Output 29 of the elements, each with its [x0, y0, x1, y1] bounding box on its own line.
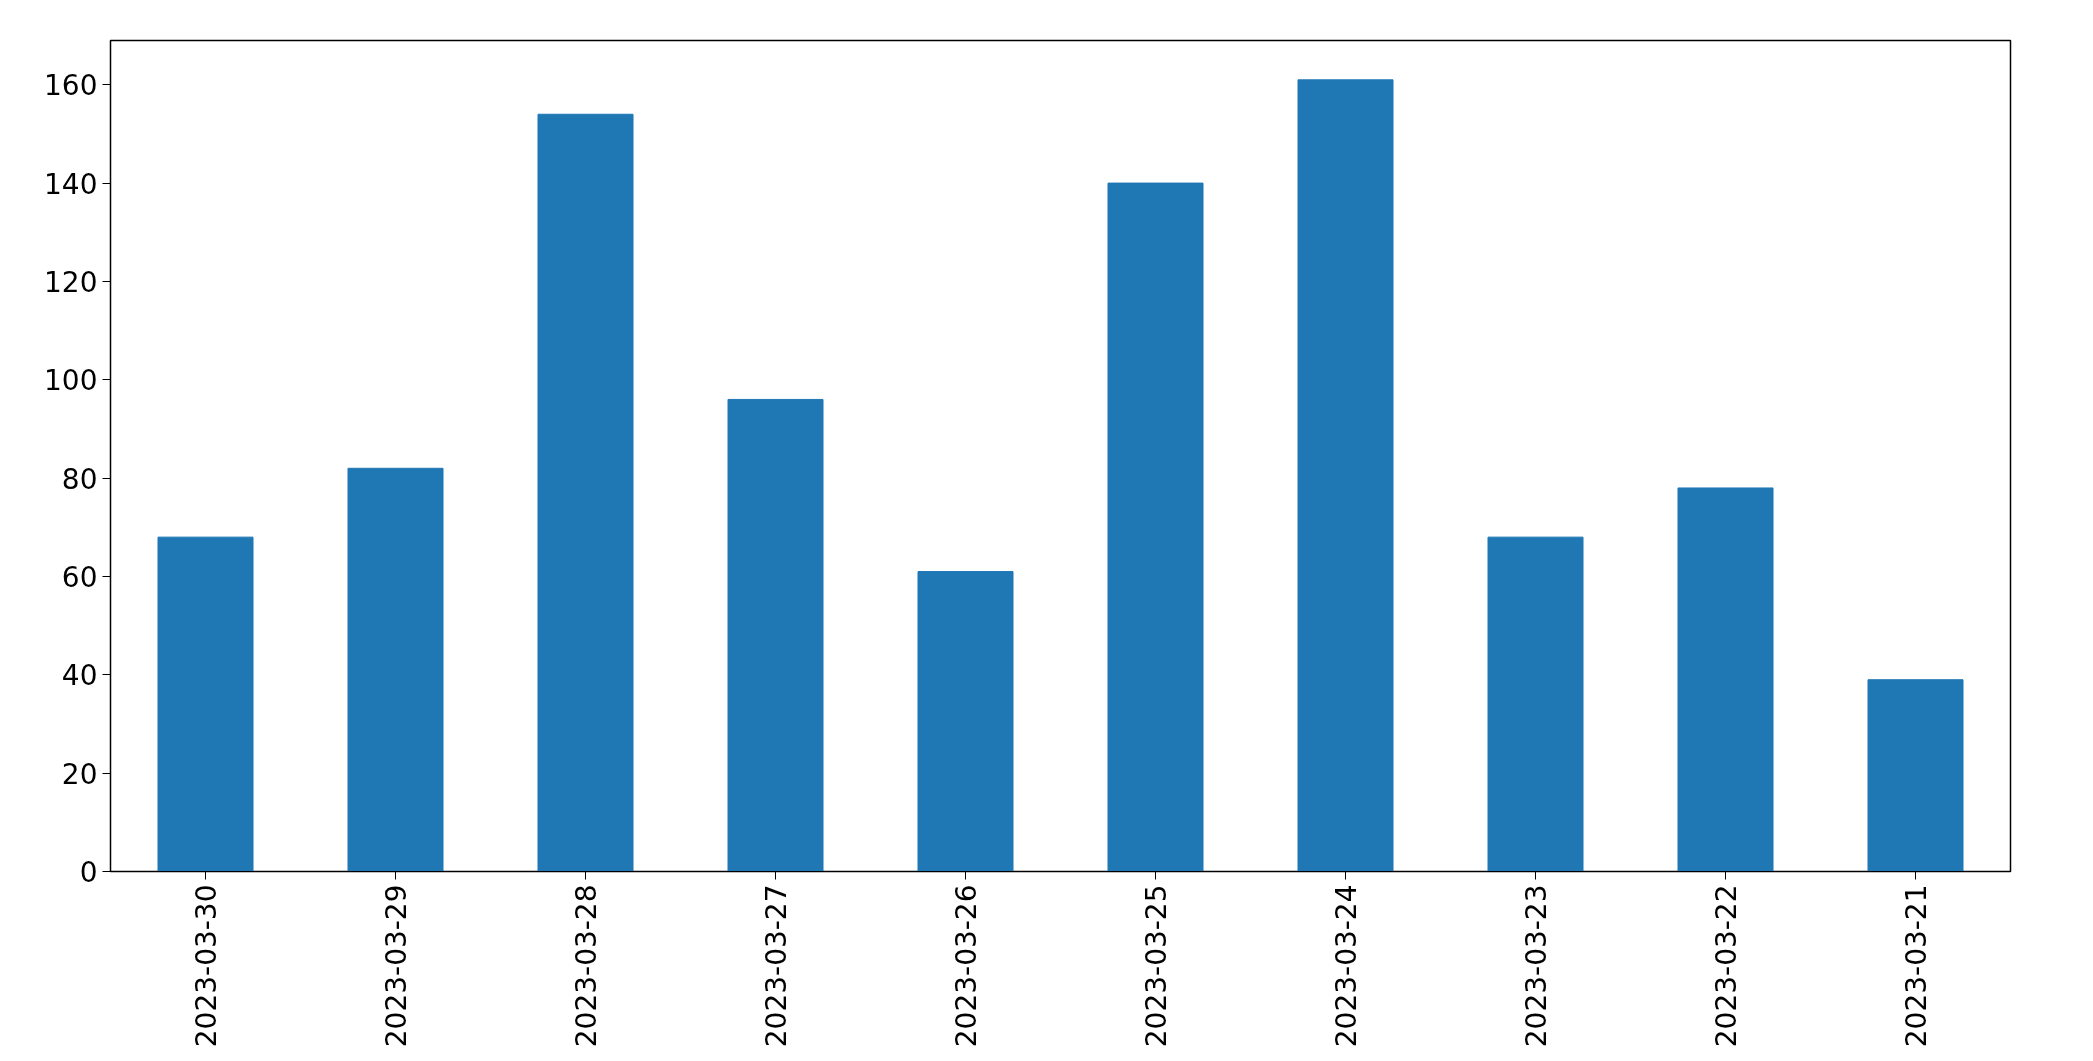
- x-tick-label: 2023-03-21: [1900, 884, 1933, 1048]
- y-tick-label: 100: [44, 364, 98, 398]
- x-tick-label: 2023-03-26: [950, 884, 983, 1048]
- y-tick-label: 160: [44, 69, 98, 103]
- y-tick-label: 20: [61, 757, 98, 791]
- x-tick-label: 2023-03-30: [190, 884, 223, 1048]
- bar: [157, 536, 254, 872]
- bar: [537, 113, 634, 872]
- bar: [917, 571, 1014, 872]
- bar: [347, 467, 444, 872]
- bar: [727, 398, 824, 872]
- x-tick-label: 2023-03-24: [1330, 884, 1363, 1048]
- bar: [1677, 487, 1774, 872]
- x-tick-label: 2023-03-29: [380, 884, 413, 1048]
- x-tick-label: 2023-03-28: [570, 884, 603, 1048]
- y-tick-label: 80: [61, 462, 98, 496]
- x-tick-label: 2023-03-25: [1140, 884, 1173, 1048]
- bar: [1487, 536, 1584, 872]
- x-tick-label: 2023-03-22: [1710, 884, 1743, 1048]
- x-tick-label: 2023-03-23: [1520, 884, 1553, 1048]
- y-tick-label: 140: [44, 167, 98, 201]
- y-tick-label: 0: [79, 856, 98, 889]
- x-tick-label: 2023-03-27: [760, 884, 793, 1048]
- bar: [1297, 79, 1394, 872]
- bar: [1867, 679, 1964, 872]
- bar: [1107, 182, 1204, 872]
- y-tick-label: 40: [61, 659, 98, 693]
- y-tick-label: 60: [61, 560, 98, 594]
- y-tick-label: 120: [44, 265, 98, 299]
